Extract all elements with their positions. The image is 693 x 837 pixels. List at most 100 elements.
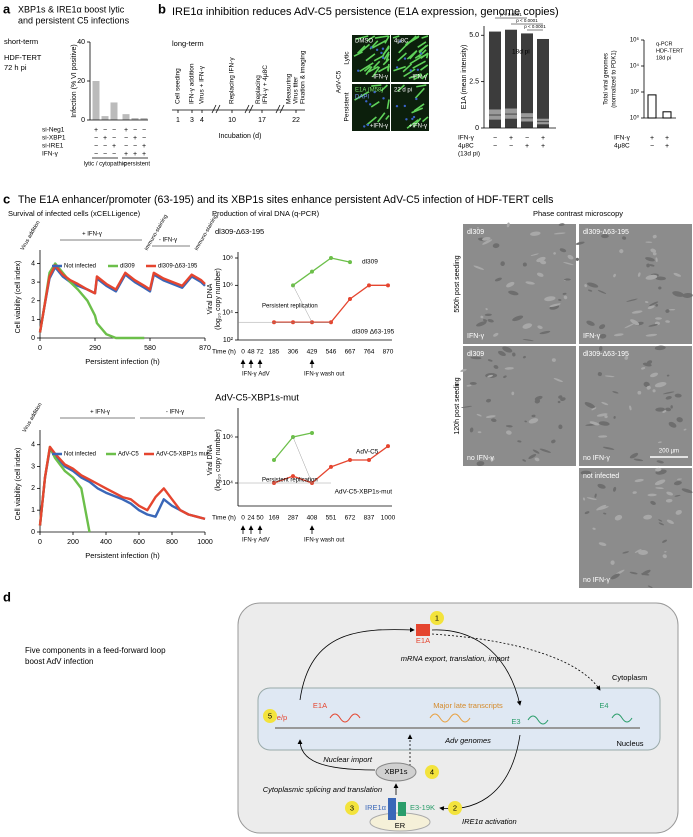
micrograph-texture (591, 407, 597, 411)
micrograph-texture (559, 248, 567, 253)
micrograph-texture (461, 405, 473, 408)
y-tick-label: 10⁸ (222, 255, 233, 262)
micrograph-texture (551, 358, 556, 362)
micrograph-texture (649, 301, 659, 306)
micrograph-texture (584, 511, 590, 515)
tile-label: 22 d pi (394, 88, 412, 94)
point (386, 283, 390, 288)
micrograph-texture (406, 50, 418, 60)
micrograph-texture (537, 325, 543, 329)
point (329, 256, 333, 260)
row-sign: + (124, 127, 128, 134)
micrograph (579, 224, 692, 344)
micrograph-texture (613, 273, 616, 278)
micrograph-texture (632, 491, 637, 494)
x-tick-label: 48 (247, 349, 255, 356)
y-tick-label: 0 (475, 125, 479, 132)
micrograph-texture (649, 264, 655, 267)
micrograph-texture (355, 35, 369, 41)
micrograph-texture (460, 368, 467, 372)
micrograph-texture (417, 41, 427, 49)
micrograph-texture (682, 292, 693, 298)
series-line (38, 447, 206, 526)
nucleus (257, 687, 661, 751)
y-axis-label: (normalized to PDK1) (612, 50, 618, 107)
micrograph-texture (506, 222, 510, 228)
micrograph-texture (494, 277, 502, 282)
micrograph-texture (668, 308, 676, 311)
micrograph-texture (528, 454, 537, 459)
y-tick-label: 10⁴ (222, 310, 233, 317)
micrograph-texture (512, 315, 524, 322)
micrograph-texture (601, 401, 609, 406)
transcript (429, 713, 471, 723)
micrograph-texture (656, 460, 664, 464)
micrograph-texture (476, 413, 482, 417)
micrograph-texture (373, 60, 381, 69)
row-sign: − (94, 151, 98, 158)
annotation: + IFN-γ (90, 410, 110, 416)
micrograph-texture (470, 356, 482, 360)
micrograph-texture (584, 402, 596, 409)
micrograph-texture (503, 375, 507, 379)
micrograph-texture (506, 281, 515, 288)
event-label: Replacing (255, 75, 262, 104)
day-label: 1 (176, 117, 180, 124)
micrograph-texture (597, 483, 606, 489)
micrograph-texture (629, 405, 632, 411)
point (348, 458, 352, 462)
micrograph-texture (650, 372, 659, 378)
micrograph-texture (598, 542, 607, 546)
micrograph-texture (402, 63, 413, 73)
tile-label: DAPI (355, 95, 369, 101)
row-sign: + (133, 135, 137, 142)
micrograph-texture (531, 414, 536, 418)
y-tick-label: 10⁶ (222, 282, 233, 289)
x-axis-label: Time (h) (212, 515, 236, 522)
diagram-shapes (237, 602, 679, 834)
micrograph-texture (411, 107, 424, 114)
micrograph-texture (528, 418, 539, 424)
annotation: Persistent replication (262, 478, 318, 484)
label: IRE1α inhibition reduces AdV-C5 persiste… (172, 6, 559, 18)
x-tick-label: 287 (288, 515, 299, 522)
point (348, 260, 352, 265)
row-sign: − (142, 127, 146, 134)
micrograph-texture (557, 400, 561, 404)
group-label: lytic / cytopathic (84, 162, 126, 168)
micrograph-texture (634, 549, 642, 553)
note: HDF-TERT (656, 48, 684, 54)
tile-label: no IFN-γ (583, 455, 610, 462)
micrograph-texture (642, 362, 652, 367)
micrograph-texture (599, 324, 606, 330)
x-tick-label: 551 (326, 515, 337, 522)
y-tick-label: 10⁴ (222, 480, 233, 487)
micrograph-texture (666, 374, 670, 377)
micrograph-texture (381, 56, 385, 60)
micrograph-texture (374, 35, 389, 39)
micrograph-texture (477, 227, 480, 229)
y-tick-label: 10⁶ (222, 434, 233, 441)
annotation: - IFN-γ (159, 238, 177, 244)
diagram-label: E4 (599, 701, 608, 710)
micrograph-texture (666, 491, 674, 496)
micrograph-texture (655, 317, 662, 320)
x-tick-label: 24 (247, 515, 255, 522)
micrograph-texture (629, 452, 639, 459)
micrograph-texture (399, 40, 402, 43)
diagram-label: IRE1α (365, 803, 387, 812)
x-tick-label: 546 (326, 349, 337, 356)
micrograph-texture (665, 407, 672, 412)
row-sign: − (103, 127, 107, 134)
step-marker (425, 765, 439, 779)
micrograph-texture (602, 446, 615, 450)
bar (122, 114, 130, 120)
event-label: Virus titer (293, 76, 300, 104)
micrograph-texture (368, 103, 372, 106)
micrograph-texture (652, 252, 657, 256)
row-sign: + (509, 135, 513, 142)
micrograph-texture (412, 60, 426, 69)
transcript (527, 715, 549, 725)
row-sign: − (509, 143, 513, 150)
